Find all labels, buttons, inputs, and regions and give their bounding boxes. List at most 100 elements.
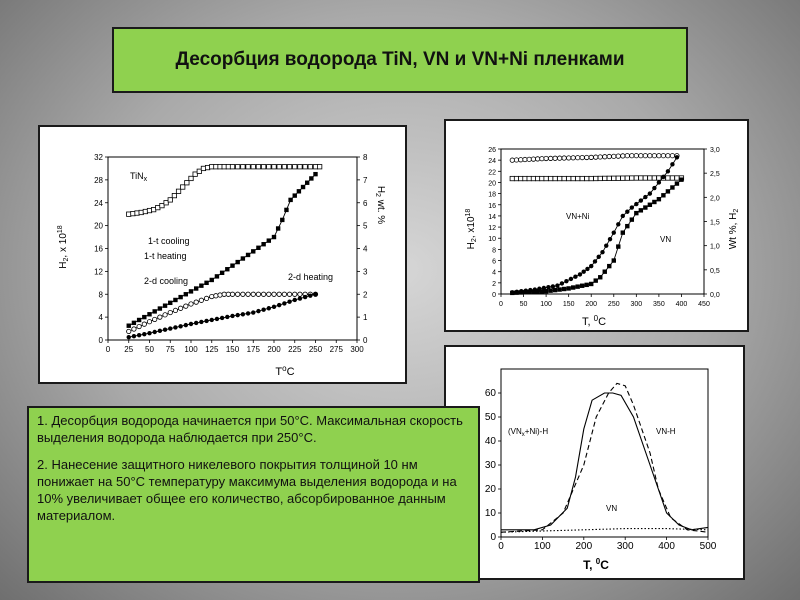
- data-point: [266, 164, 272, 170]
- data-point: [141, 321, 147, 327]
- xlabel: T, 0C: [582, 314, 606, 328]
- data-point: [570, 175, 576, 182]
- y2-tick-label: 6: [363, 199, 368, 208]
- data-point: [647, 175, 653, 181]
- data-point: [575, 155, 581, 161]
- data-point: [281, 164, 287, 170]
- data-point: [633, 175, 639, 181]
- y2-tick-label: 1,0: [710, 244, 720, 251]
- data-point: [183, 292, 189, 297]
- data-point: [131, 333, 137, 339]
- data-point: [230, 313, 235, 319]
- y-tick-label: 14: [488, 214, 496, 221]
- x-tick-label: 450: [698, 301, 710, 308]
- data-point: [550, 284, 556, 289]
- data-point: [606, 175, 612, 181]
- data-point: [665, 153, 671, 159]
- data-point: [276, 291, 282, 297]
- data-point: [616, 244, 621, 249]
- note-1: 1. Десорбция водорода начинается при 50°…: [37, 413, 463, 445]
- y2-tick-label: 7: [363, 176, 368, 185]
- data-point: [296, 189, 302, 194]
- data-point: [250, 291, 256, 297]
- x-tick-label: 25: [124, 345, 133, 354]
- data-point: [557, 155, 563, 161]
- y2-tick-label: 3: [363, 267, 368, 276]
- xlabel: T, 0C: [583, 557, 609, 572]
- data-point: [261, 164, 267, 170]
- data-point: [652, 199, 657, 205]
- data-point: [522, 290, 528, 295]
- data-point: [142, 331, 147, 337]
- data-point: [162, 327, 168, 332]
- annotation-2d-cooling: 2-d cooling: [144, 276, 188, 286]
- data-point: [561, 155, 567, 161]
- y2-tick-label: 1,5: [710, 220, 720, 227]
- series-line: [500, 382, 709, 533]
- y2-tick-label: 4: [363, 245, 368, 254]
- data-point: [535, 289, 540, 294]
- data-point: [539, 289, 545, 294]
- data-point: [656, 153, 662, 159]
- data-point: [598, 275, 603, 280]
- data-point: [271, 164, 277, 170]
- data-point: [526, 289, 532, 295]
- data-point: [584, 154, 590, 161]
- data-point: [615, 153, 621, 159]
- data-point: [297, 164, 303, 170]
- data-point: [593, 278, 598, 283]
- data-point: [647, 191, 653, 196]
- x-tick-label: 100: [184, 345, 198, 354]
- data-point: [633, 153, 639, 159]
- data-point: [652, 185, 657, 191]
- series-line: [500, 528, 709, 533]
- data-point: [180, 184, 186, 190]
- x-tick-label: 350: [653, 301, 665, 308]
- y2-tick-label: 8: [363, 153, 368, 162]
- data-point: [159, 203, 165, 209]
- x-tick-label: 400: [676, 301, 688, 308]
- data-point: [250, 164, 256, 170]
- data-point: [214, 274, 220, 279]
- slide-title-box: Десорбция водорода TiN, VN и VN+Ni пленк…: [112, 27, 688, 93]
- data-point: [611, 175, 617, 181]
- data-point: [665, 189, 671, 194]
- series-0: [509, 153, 680, 163]
- data-point: [596, 254, 601, 260]
- y-tick-label: 30: [485, 460, 497, 471]
- data-point: [251, 310, 256, 315]
- data-point: [539, 156, 545, 162]
- data-point: [240, 164, 246, 170]
- data-point: [266, 238, 272, 243]
- data-point: [624, 153, 630, 159]
- data-point: [282, 301, 287, 306]
- data-point: [188, 175, 194, 182]
- data-point: [173, 297, 178, 303]
- y-tick-label: 50: [485, 412, 497, 423]
- data-point: [276, 164, 282, 170]
- data-point: [221, 164, 227, 170]
- data-point: [629, 175, 635, 181]
- data-point: [570, 285, 576, 290]
- annotation-vn-ni-h: (VNx+Ni)-H: [508, 427, 548, 438]
- data-point: [620, 175, 626, 181]
- data-point: [217, 292, 223, 298]
- x-tick-label: 225: [288, 345, 302, 354]
- data-point: [589, 281, 594, 287]
- series-line: [128, 293, 316, 338]
- data-point: [522, 156, 528, 163]
- data-point: [577, 272, 583, 277]
- data-point: [240, 256, 246, 261]
- x-tick-label: 150: [226, 345, 240, 354]
- data-point: [302, 294, 308, 300]
- data-point: [307, 164, 313, 170]
- data-point: [593, 154, 599, 160]
- y-tick-label: 16: [94, 245, 103, 254]
- data-point: [548, 288, 553, 293]
- data-point: [634, 210, 639, 216]
- annotation-tinx: TiNx: [130, 171, 148, 183]
- data-point: [670, 162, 675, 167]
- data-point: [647, 153, 653, 159]
- data-point: [217, 164, 223, 170]
- x-tick-label: 125: [205, 345, 219, 354]
